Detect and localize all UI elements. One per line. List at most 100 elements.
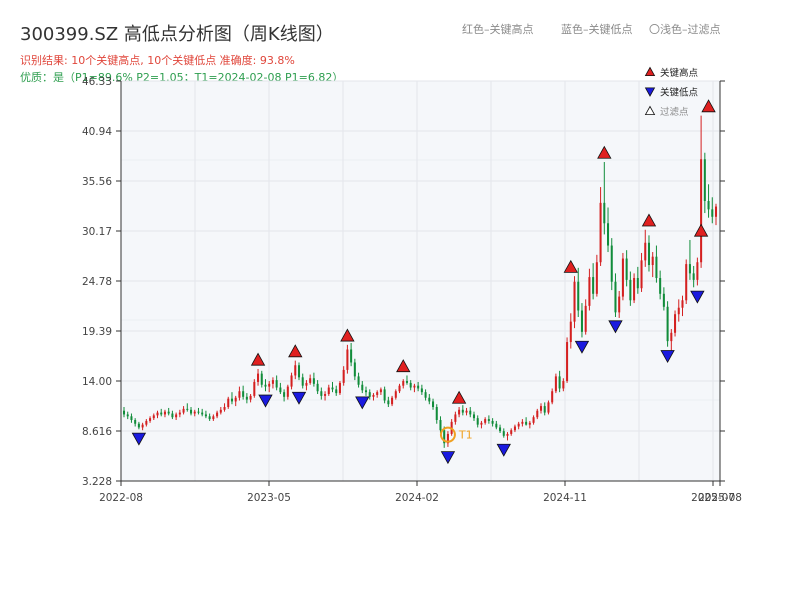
- candle-body: [480, 422, 483, 425]
- candle-body: [502, 431, 505, 436]
- candle-body: [357, 376, 360, 385]
- candle-body: [189, 409, 193, 414]
- candle: [364, 386, 368, 396]
- candle-body: [551, 391, 554, 403]
- candle-body: [465, 410, 468, 413]
- candle-body: [212, 416, 215, 420]
- legend-gray-note: 〇浅色–过滤点: [649, 23, 721, 36]
- candle: [320, 387, 323, 400]
- legend-label: 关键低点: [660, 87, 699, 99]
- candle-body: [230, 398, 233, 402]
- candle: [480, 420, 483, 429]
- candle: [633, 273, 636, 304]
- candle: [283, 389, 286, 402]
- candle-body: [700, 159, 703, 263]
- candle: [145, 419, 148, 427]
- candle-body: [283, 392, 286, 397]
- candle: [286, 384, 289, 400]
- candle-body: [476, 418, 479, 425]
- markers: T1: [131, 99, 716, 465]
- candle: [212, 414, 215, 421]
- candle: [636, 266, 639, 294]
- candle-body: [573, 281, 576, 322]
- candle: [700, 115, 703, 268]
- candle: [566, 337, 569, 383]
- candle: [647, 235, 651, 272]
- candle-body: [432, 401, 435, 408]
- candle: [614, 273, 617, 317]
- candle: [644, 229, 647, 267]
- candle: [178, 409, 181, 418]
- legend-marker: [644, 105, 656, 115]
- key-high-marker: [597, 145, 612, 159]
- candle: [230, 392, 233, 405]
- candle-body: [338, 382, 341, 394]
- candle-body: [379, 389, 382, 393]
- candle: [186, 403, 189, 412]
- candle: [335, 385, 338, 396]
- y-tick-label: 40.94: [82, 126, 112, 138]
- candle-body: [305, 382, 308, 386]
- candle: [536, 408, 539, 420]
- candle-body: [387, 400, 390, 405]
- candle: [394, 389, 397, 400]
- legend-label: 过滤点: [660, 106, 689, 118]
- candle-body: [398, 385, 401, 392]
- candle-body: [458, 409, 461, 415]
- candle: [513, 424, 516, 433]
- candle-body: [238, 391, 241, 398]
- candle: [502, 428, 505, 438]
- candle-body: [629, 279, 632, 301]
- candle: [443, 426, 446, 448]
- candle-body: [487, 419, 490, 421]
- candle-body: [409, 382, 412, 388]
- candle: [126, 411, 129, 420]
- y-tick-label: 19.39: [82, 326, 112, 338]
- key-low-marker: [131, 432, 147, 446]
- candles: [122, 115, 718, 448]
- candle-body: [122, 410, 126, 415]
- legend-blue-note: 蓝色–关键低点: [561, 23, 633, 36]
- candle: [446, 431, 449, 447]
- candle-body: [171, 413, 174, 418]
- candle-body: [666, 306, 669, 342]
- candle: [584, 299, 587, 335]
- candle-body: [674, 314, 677, 333]
- candle: [368, 389, 371, 400]
- candle-body: [201, 412, 204, 415]
- candle-body: [562, 381, 565, 389]
- candle-body: [376, 392, 379, 395]
- key-high-marker: [693, 223, 709, 237]
- candle: [688, 239, 691, 280]
- candle: [391, 395, 394, 407]
- candle: [376, 390, 379, 398]
- candle-body: [621, 258, 624, 297]
- candle-body: [160, 412, 163, 415]
- candle-body: [681, 300, 684, 308]
- candle: [681, 295, 684, 317]
- candle: [227, 396, 230, 409]
- candle: [618, 291, 621, 318]
- candle-body: [234, 397, 237, 402]
- candle-body: [714, 206, 718, 217]
- candle: [257, 368, 260, 386]
- candle-body: [677, 307, 680, 315]
- candle: [163, 409, 166, 418]
- candle-body: [543, 406, 546, 413]
- candle: [130, 413, 133, 423]
- candle: [640, 252, 643, 292]
- candle-body: [420, 388, 423, 393]
- candle-body: [260, 373, 263, 385]
- key-high-marker: [641, 213, 657, 227]
- candle-body: [316, 383, 319, 392]
- candle: [149, 416, 152, 423]
- candle-body: [592, 277, 595, 294]
- candle: [242, 385, 245, 400]
- candle-body: [443, 430, 446, 444]
- candle: [271, 377, 274, 389]
- key-high-marker: [451, 390, 467, 404]
- candle-body: [644, 242, 647, 261]
- candle-body: [554, 376, 557, 392]
- candle-body: [633, 278, 636, 301]
